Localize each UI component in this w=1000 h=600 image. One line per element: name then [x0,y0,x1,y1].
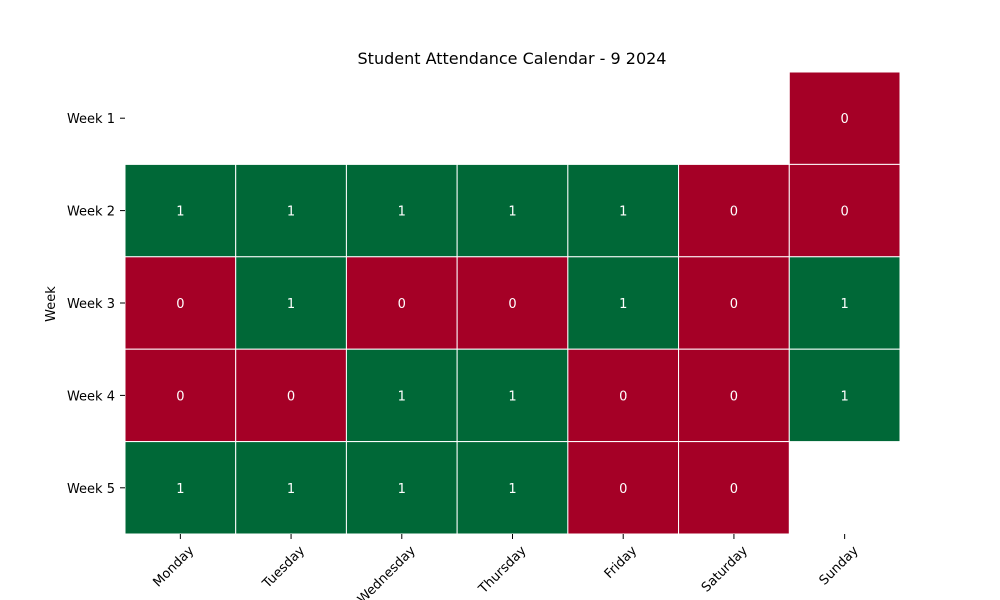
cell-value-label: 0 [619,389,627,404]
cell-value-label: 0 [176,389,184,404]
cell-value-label: 1 [841,389,849,404]
heatmap-cell [788,256,901,350]
x-tick-label: Sunday [817,543,862,588]
heatmap-cell [567,348,680,443]
y-tick-label: Week 4 [67,389,115,404]
x-tick-label: Monday [150,543,197,590]
x-tick-label: Saturday [699,543,751,595]
heatmap-cell [345,163,458,258]
cell-value-label: 1 [619,205,627,220]
cell-value-label: 1 [508,482,516,497]
cell-value-label: 0 [730,482,738,497]
cell-value-label: 0 [508,297,516,312]
heatmap-cell [345,348,458,443]
heatmap-cell [678,256,790,350]
cell-value-label: 1 [398,389,406,404]
x-tick-label: Friday [602,543,641,582]
heatmap-cell [456,163,569,258]
cell-value-label: 0 [730,205,738,220]
heatmap-cell [788,163,901,258]
heatmap-cell [788,348,901,443]
y-axis-label: Week [44,286,59,322]
chart-title: Student Attendance Calendar - 9 2024 [358,49,667,68]
y-axis-ticks: Week 1 Week 2 Week 3 Week 4 Week 5 [67,112,125,497]
cell-value-label: 0 [841,112,849,127]
y-tick-label: Week 2 [67,205,115,220]
heatmap-cell [678,441,790,535]
cell-value-label: 1 [287,297,295,312]
y-tick-label: Week 5 [67,482,115,497]
cell-value-label: 1 [176,482,184,497]
heatmap-cell [235,163,347,258]
heatmap-cell [456,348,569,443]
x-tick-label: Wednesday [355,543,419,600]
heatmap-cell [567,163,680,258]
x-tick-label: Thursday [475,543,529,597]
cell-value-label: 0 [287,389,295,404]
x-axis-ticks: Monday Tuesday Wednesday Thursday Friday Satu… [150,534,862,600]
heatmap-cell [456,256,569,350]
cell-value-label: 1 [398,205,406,220]
heatmap-cell [788,71,901,165]
cell-value-label: 1 [508,389,516,404]
heatmap-cell [235,256,347,350]
heatmap-cell [235,348,347,443]
x-tick-label: Tuesday [259,543,308,592]
cell-value-label: 1 [176,205,184,220]
cell-value-label: 1 [287,205,295,220]
cell-value-label: 1 [841,297,849,312]
cell-value-label: 0 [730,389,738,404]
cell-value-label: 0 [176,297,184,312]
cell-value-label: 0 [619,482,627,497]
heatmap-cell [678,348,790,443]
cell-value-label: 1 [508,205,516,220]
cell-value-label: 1 [287,482,295,497]
heatmap-cell [567,441,680,535]
heatmap-cell [345,441,458,535]
y-tick-label: Week 3 [67,297,115,312]
heatmap-cell [124,441,237,535]
heatmap-cell [124,163,237,258]
y-tick-label: Week 1 [67,112,115,127]
cell-value-label: 0 [841,205,849,220]
cell-value-label: 0 [398,297,406,312]
heatmap-cell [567,256,680,350]
cell-value-label: 1 [619,297,627,312]
cell-value-label: 1 [398,482,406,497]
cell-value-label: 0 [730,297,738,312]
heatmap-cells: 0 1 1 1 1 1 0 0 0 1 0 0 1 0 1 0 0 1 1 0 0 1 1 1 1 1 0 0 [124,71,901,535]
